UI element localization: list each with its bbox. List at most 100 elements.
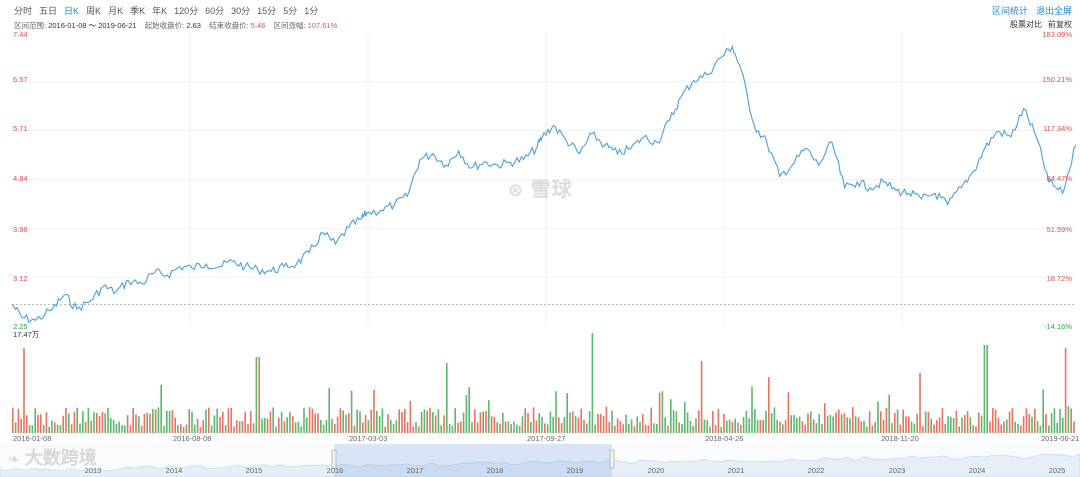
tab-10[interactable]: 15分 [257,6,277,16]
y-left-label: 5.71 [13,124,28,133]
volume-bar [832,416,834,433]
volume-bar [45,412,48,433]
tab-12[interactable]: 1分 [304,6,319,16]
volume-bar [261,418,263,433]
time-navigator[interactable]: 2013 2014 2015 2016 2017 2018 2019 2020 2021 2022… [0,444,1080,477]
volume-bar [580,408,582,433]
volume-bar [866,426,868,433]
volume-bar [885,407,888,433]
volume-bar [978,412,980,433]
tab-8[interactable]: 60分 [205,6,225,16]
volume-bar [404,408,406,433]
volume-bar [896,409,899,433]
volume-bar [751,386,753,433]
volume-bar [23,348,25,433]
volume-bar [980,415,983,433]
volume-bar [619,420,622,433]
volume-bar [782,424,784,433]
volume-bar [320,420,322,433]
volume-bar [210,425,213,433]
dashujj-logo-icon: ❧ [8,451,20,467]
volume-bar [591,333,594,433]
navigator-right-handle[interactable] [609,449,615,469]
tab-7[interactable]: 120分 [174,6,199,16]
volume-bar [370,409,372,433]
volume-bar [317,413,319,433]
interval-stats-button[interactable]: 区间统计 [991,6,1028,16]
volume-bar [681,424,683,433]
x-date-label: 2018-04-26 [705,434,744,443]
y-right-label: 51.59% [1046,225,1072,234]
volume-bar [989,421,991,433]
volume-bar [68,413,70,433]
volume-bar [807,413,809,433]
volume-bar [322,425,325,433]
volume-bar [983,345,986,433]
volume-bar [289,411,291,433]
tab-1[interactable]: 五日 [39,6,58,16]
volume-bar [460,421,462,433]
volume-bar [605,406,608,433]
volume-bar [488,400,490,433]
navigator-year-label: 2016 [327,466,344,475]
volume-bar [594,424,596,433]
tab-6[interactable]: 年K [152,6,168,16]
volume-bar [737,422,739,433]
volume-bar [535,420,538,433]
volume-bar [1031,416,1033,433]
volume-bar [964,415,966,433]
volume-bar [614,425,616,433]
volume-bar [395,420,398,433]
volume-bar [14,422,17,433]
price-line-chart[interactable] [12,33,1076,326]
volume-bar [79,423,81,433]
navigator-year-label: 2013 [85,466,102,475]
volume-bar [712,411,714,433]
tab-3[interactable]: 周K [86,6,102,16]
navigator-selection[interactable] [334,444,612,477]
volume-bar [121,424,123,433]
change-label: 区间涨幅: [273,21,306,30]
volume-bar [440,425,442,433]
navigator-year-label: 2015 [246,466,263,475]
volume-bar [829,414,832,433]
volume-bar [34,408,36,433]
volume-bar [275,426,277,433]
volume-bar [504,421,507,433]
stock-compare-button[interactable]: 股票对比 [1010,20,1042,29]
volume-bar [146,412,148,433]
adjust-select[interactable]: 前复权 [1048,20,1072,29]
tab-9[interactable]: 30分 [231,6,251,16]
chart-options: 股票对比 前复权 [1010,19,1072,30]
tab-2[interactable]: 日K [64,6,80,16]
volume-bar [465,395,468,433]
navigator-left-handle[interactable] [331,449,337,469]
tab-4[interactable]: 月K [108,6,124,16]
volume-bar [1067,406,1070,433]
tab-5[interactable]: 季K [130,6,146,16]
volume-bar [826,416,829,433]
tab-0[interactable]: 分时 [14,6,33,16]
price-series-line [12,44,1076,324]
tab-11[interactable]: 5分 [283,6,298,16]
volume-bar [790,415,792,433]
volume-bar [387,414,389,433]
volume-bar [1025,408,1028,433]
range-info-bar: 区间范围: 2016-01-08 ～ 2019-06-21 起始收盘价: 2.6… [14,20,343,31]
volume-bar [930,419,932,433]
y-right-label: 18.72% [1046,274,1072,283]
volume-bar [555,391,557,433]
volume-bar [222,411,224,433]
volume-bar-chart[interactable] [12,330,1076,433]
volume-bar [513,421,515,433]
volume-bar [292,416,294,433]
volume-bar [182,426,185,433]
volume-bar [12,407,14,433]
volume-bar [93,411,95,433]
volume-bar [188,409,190,433]
exit-fullscreen-button[interactable]: 退出全屏 [1035,6,1072,16]
navigator-area [0,454,1080,477]
volume-bar [493,417,496,433]
volume-bar [84,422,87,433]
y-left-label: 2.25 [13,322,28,331]
